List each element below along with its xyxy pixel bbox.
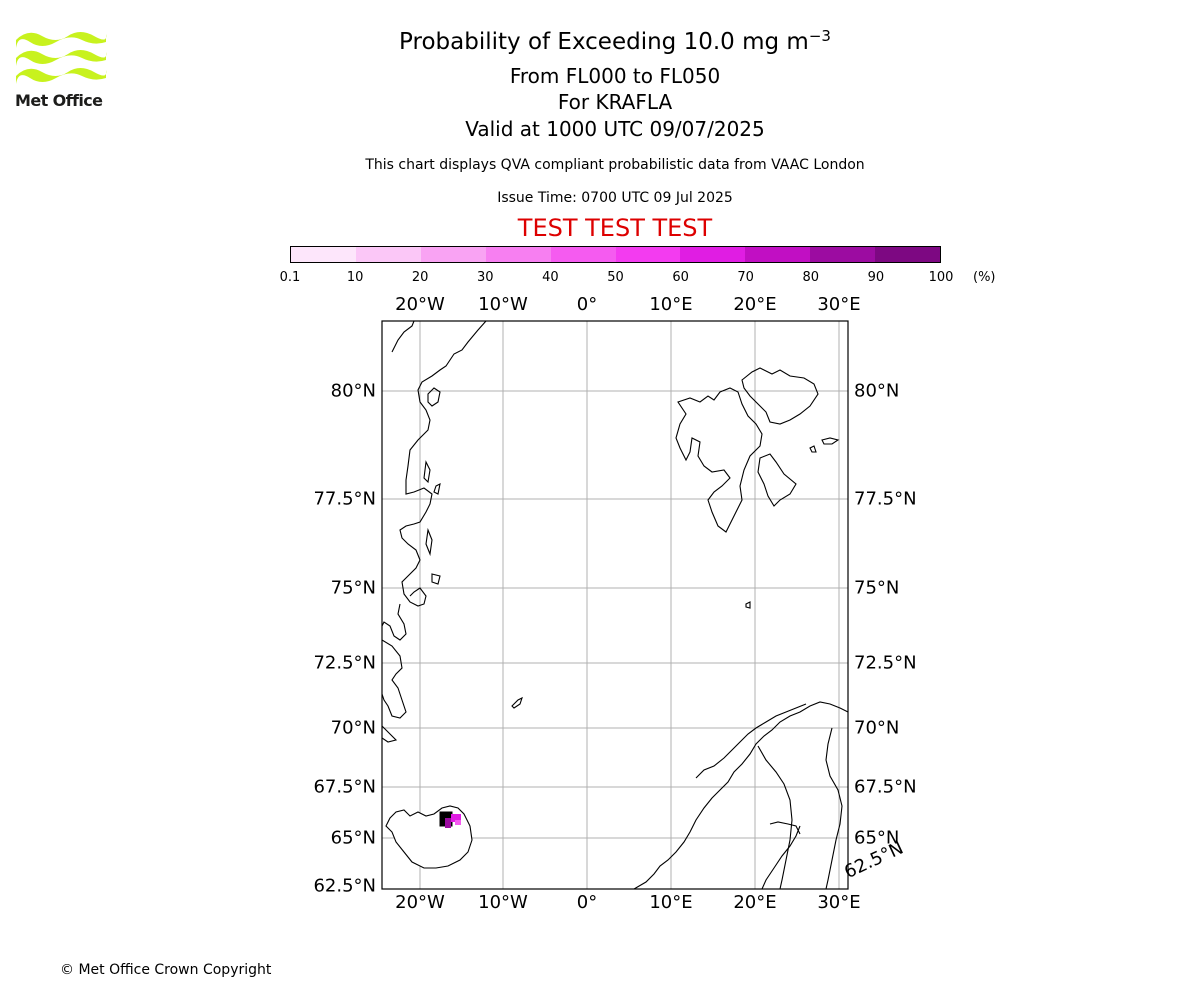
lat-label-right: 80°N [854, 380, 900, 402]
lon-label-top: 20°E [733, 294, 777, 315]
issue-time: Issue Time: 0700 UTC 09 Jul 2025 [497, 190, 733, 206]
met-office-logo: Met Office [14, 28, 108, 112]
chart-title: Probability of Exceeding 10.0 mg m−3 [0, 27, 1200, 55]
greenland-island-4 [425, 527, 433, 557]
colorbar-tick-label: 30 [477, 270, 494, 285]
logo-text: Met Office [15, 91, 103, 110]
colorbar-tick-label: 90 [867, 270, 885, 285]
flight-level-range: From FL000 to FL050 [509, 64, 721, 88]
greenland-island-1 [427, 387, 441, 407]
swedish-coast-south [769, 821, 801, 835]
lon-label-bottom: 20°W [395, 892, 445, 913]
lat-label-left: 70°N [330, 717, 376, 739]
colorbar-tick-label: 100 [928, 270, 954, 285]
lon-label-top: 10°W [478, 294, 528, 315]
colorbar-segment [355, 247, 421, 262]
ash-probability-mid [451, 814, 461, 822]
valid-time: Valid at 1000 UTC 09/07/2025 [465, 117, 765, 141]
colorbar-segment [291, 247, 356, 262]
norway-inner-coast [695, 703, 807, 779]
lon-label-bottom: 10°E [649, 892, 693, 913]
colorbar-tick-label: 40 [542, 270, 559, 285]
lat-label-right: 67.5°N [854, 776, 917, 798]
svalbard-edgeoya [757, 453, 797, 507]
lon-label-top: 0° [576, 294, 598, 315]
colorbar-tick-label: 80 [802, 270, 820, 285]
lat-label-left: 65°N [330, 827, 376, 849]
lat-label-right: 72.5°N [854, 652, 917, 674]
volcano-name: For KRAFLA [557, 90, 673, 114]
colorbar-tick-label: 0.1 [279, 270, 301, 285]
lat-label-left: 77.5°N [313, 488, 376, 510]
colorbar-unit: (%) [973, 270, 996, 285]
colorbar-segment [550, 247, 616, 262]
lon-label-bottom: 10°W [478, 892, 528, 913]
colorbar-segment [875, 247, 941, 262]
gulf-of-bothnia [761, 825, 801, 889]
map-frame [381, 320, 849, 890]
lat-label-right: 65°N [854, 827, 900, 849]
title-main: Probability of Exceeding 10.0 mg m [399, 29, 809, 55]
met-office-waves-icon [16, 32, 107, 84]
lat-label-left: 62.5°N [313, 875, 376, 897]
colorbar-segment [485, 247, 551, 262]
lat-label-left: 80°N [330, 380, 376, 402]
jan-mayen [511, 696, 523, 709]
colorbar-tick-label: 20 [411, 270, 429, 285]
colorbar-tick-label: 10 [346, 270, 364, 285]
bear-island [745, 601, 751, 609]
lon-label-bottom: 20°E [733, 892, 777, 913]
colorbar-segment [680, 247, 746, 262]
ash-probability-low [455, 820, 461, 825]
svalbard-nordaustlandet [741, 367, 819, 425]
svalbard-islet [809, 445, 817, 453]
lat-label-left: 67.5°N [313, 776, 376, 798]
title-exponent: −3 [808, 27, 831, 45]
lat-label-left: 75°N [330, 577, 376, 599]
copyright: © Met Office Crown Copyright [60, 962, 272, 978]
lat-label-right: 70°N [854, 717, 900, 739]
colorbar-segment [745, 247, 811, 262]
iceland [385, 805, 473, 869]
lon-label-bottom: 0° [576, 892, 598, 913]
colorbar-segment [420, 247, 486, 262]
greenland-island-5 [431, 573, 441, 585]
qva-note: This chart displays QVA compliant probab… [365, 157, 865, 173]
lat-label-right: 75°N [854, 577, 900, 599]
sweden-finland-border [757, 745, 793, 889]
colorbar-segment [615, 247, 681, 262]
colorbar-tick-label: 70 [737, 270, 754, 285]
greenland-island-3 [433, 483, 441, 495]
kvitoya [821, 437, 840, 445]
norway-coast [633, 701, 848, 889]
lon-label-top: 10°E [649, 294, 693, 315]
coastlines [382, 321, 848, 889]
lat-label-left: 72.5°N [313, 652, 376, 674]
lon-label-bottom: 30°E [817, 892, 861, 913]
ash-probability-high [445, 818, 451, 828]
lon-label-top: 20°W [395, 294, 445, 315]
svalbard-main [675, 387, 763, 533]
greenland-coast [382, 321, 487, 743]
colorbar-segment [810, 247, 876, 262]
greenland-island-2 [423, 460, 431, 484]
graticule [382, 321, 848, 889]
colorbar-tick-label: 60 [672, 270, 689, 285]
lon-label-top: 30°E [817, 294, 861, 315]
lat-label-right: 77.5°N [854, 488, 917, 510]
probability-colorbar [290, 246, 941, 263]
finland-east [825, 727, 843, 889]
colorbar-tick-label: 50 [607, 270, 624, 285]
test-banner: TEST TEST TEST [517, 214, 713, 242]
